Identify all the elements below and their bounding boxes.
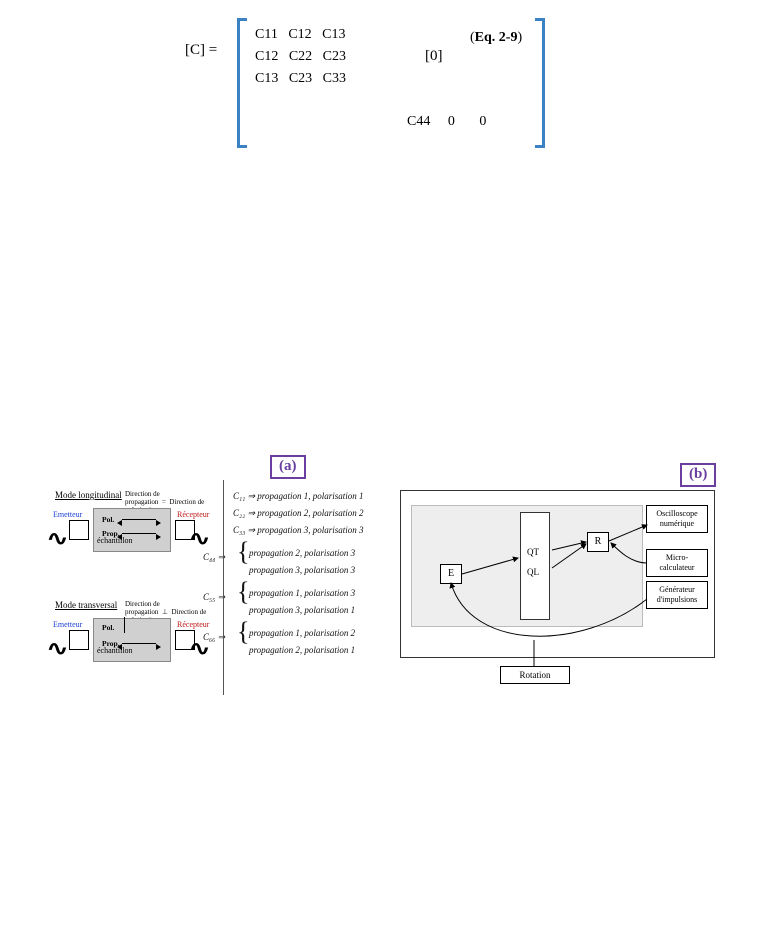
pol-arrow-top — [122, 519, 156, 520]
equation-number: (Eq. 2-9) — [470, 30, 522, 46]
mode-longitudinal: Mode longitudinal Direction de propagati… — [55, 490, 220, 502]
subfig-label-a: (a) — [270, 455, 306, 479]
c66-line-a: propagation 1, polarisation 2 — [249, 627, 388, 640]
c66-group: C₆₆ ⇒ propagation 1, polarisation 2 prop… — [233, 627, 388, 657]
matrix-bracket-left — [237, 18, 247, 148]
c55-line-b: propagation 3, polarisation 1 — [249, 604, 388, 617]
emitter-label-top: Emetteur — [53, 510, 82, 519]
generator-box: Générateur d'impulsions — [646, 581, 708, 609]
c44-group: C₄₄ ⇒ propagation 2, polarisation 3 prop… — [233, 547, 388, 577]
pol-label-bot: Pol. — [102, 623, 114, 632]
eq-label-close: ) — [517, 30, 522, 45]
matrix-upper-block: C11 C12 C13 C12 C22 C23 C13 C23 C33 — [255, 24, 346, 90]
c44-line-b: propagation 3, polarisation 3 — [249, 564, 388, 577]
sample-caption-top: échantillon — [97, 536, 133, 545]
sample-box-bot: Pol. Prop. — [93, 618, 171, 662]
figure-region: (a) (b) Mode longitudinal Direction de p… — [55, 455, 715, 735]
ql-label: QL — [527, 567, 539, 577]
sample-box-top: Pol. Prop. — [93, 508, 171, 552]
matrix-zero-block: [0] — [425, 48, 443, 65]
c22-line: C₂₂ ⇒ propagation 2, polarisation 2 — [233, 507, 388, 520]
rotation-box: Rotation — [500, 666, 570, 684]
receiver-label-top: Récepteur — [177, 510, 209, 519]
qt-label: QT — [527, 547, 539, 557]
eq-lhs: [C] = — [185, 42, 217, 59]
eq-label-bold: Eq. 2-9 — [475, 30, 518, 45]
c33-line: C₃₃ ⇒ propagation 3, polarisation 3 — [233, 524, 388, 537]
panel-b: QT QL E R Oscilloscope numérique — [400, 490, 715, 700]
wave-icon-left-bot: ∿ — [46, 636, 68, 661]
c44-label: C₄₄ ⇒ — [203, 551, 225, 564]
receiver-node: R — [587, 532, 609, 552]
mode-transversal: Mode transversal Direction de propagatio… — [55, 600, 220, 612]
c44-line-a: propagation 2, polarisation 3 — [249, 547, 388, 560]
c66-line-b: propagation 2, polarisation 1 — [249, 644, 388, 657]
c55-group: C₅₅ ⇒ propagation 1, polarisation 3 prop… — [233, 587, 388, 617]
equation-block: [C] = C11 C12 C13 C12 C22 C23 C13 C23 C3… — [185, 10, 605, 160]
matrix-c44-row: C44 0 0 — [407, 114, 486, 130]
c11-line: C₁₁ ⇒ propagation 1, polarisation 1 — [233, 490, 388, 503]
c66-label: C₆₆ ⇒ — [203, 631, 225, 644]
apparatus-frame: QT QL E R Oscilloscope numérique — [400, 490, 715, 658]
receiver-label-bot: Récepteur — [177, 620, 209, 629]
cij-list: C₁₁ ⇒ propagation 1, polarisation 1 C₂₂ … — [233, 490, 388, 661]
sample-caption-bot: échantillon — [97, 646, 133, 655]
pol-arrow-vert — [124, 617, 125, 633]
immersion-bath: QT QL E R — [411, 505, 643, 627]
panel-a: Mode longitudinal Direction de propagati… — [55, 480, 390, 695]
pol-label-top: Pol. — [102, 515, 114, 524]
c55-line-a: propagation 1, polarisation 3 — [249, 587, 388, 600]
specimen-block: QT QL — [520, 512, 550, 620]
prop-arrow-bot — [122, 643, 156, 644]
c55-label: C₅₅ ⇒ — [203, 591, 225, 604]
matrix-bracket-right — [535, 18, 545, 148]
micro-calc-box: Micro-calculateur — [646, 549, 708, 577]
oscilloscope-box: Oscilloscope numérique — [646, 505, 708, 533]
wave-icon-left-top: ∿ — [46, 526, 68, 551]
emitter-box-bot — [69, 630, 89, 650]
emitter-node: E — [440, 564, 462, 584]
prop-arrow-top — [122, 533, 156, 534]
subfig-label-b: (b) — [680, 463, 716, 487]
emitter-label-bot: Emetteur — [53, 620, 82, 629]
emitter-box-top — [69, 520, 89, 540]
wave-icon-right-top: ∿ — [188, 526, 210, 551]
